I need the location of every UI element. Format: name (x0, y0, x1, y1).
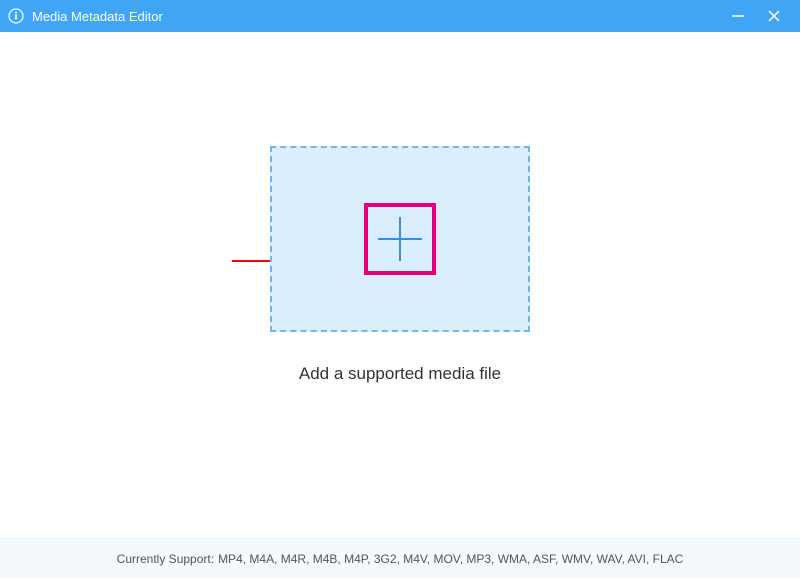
close-button[interactable] (764, 6, 784, 26)
info-icon (8, 8, 24, 24)
main-content: Add a supported media file (0, 32, 800, 538)
supported-formats-footer: Currently Support: MP4, M4A, M4R, M4B, M… (0, 538, 800, 578)
window-title: Media Metadata Editor (32, 9, 728, 24)
window-titlebar: Media Metadata Editor (0, 0, 800, 32)
drop-zone-instruction: Add a supported media file (299, 364, 501, 384)
window-controls (728, 6, 792, 26)
footer-formats: MP4, M4A, M4R, M4B, M4P, 3G2, M4V, MOV, … (218, 552, 683, 566)
file-drop-zone[interactable] (270, 146, 530, 332)
plus-icon[interactable] (378, 217, 422, 261)
minimize-button[interactable] (728, 6, 748, 26)
add-file-highlight (364, 203, 436, 275)
footer-label: Currently Support: (117, 552, 214, 566)
